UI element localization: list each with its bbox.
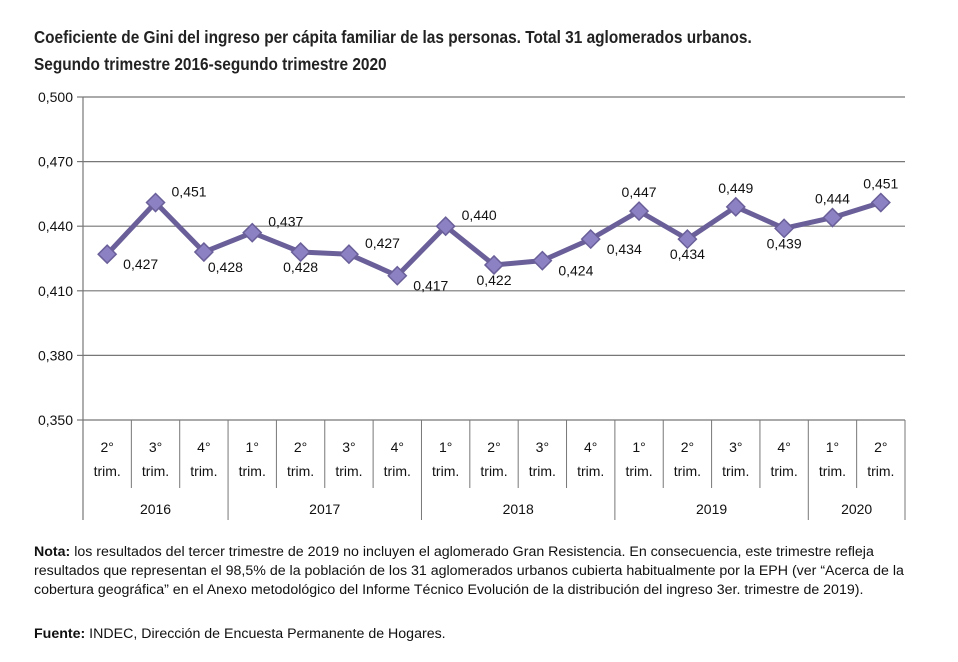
x-tick-trim: trim. [625,463,652,479]
y-tick-label: 0,350 [38,412,73,428]
x-tick-trim: trim. [819,463,846,479]
y-tick-label: 0,500 [38,89,73,105]
x-tick-trim: trim. [722,463,749,479]
data-label: 0,434 [607,241,642,257]
x-year-label: 2017 [309,501,340,517]
data-label: 0,444 [815,191,850,207]
data-label: 0,422 [476,272,511,288]
x-tick-quarter: 3° [342,439,355,455]
title-line-1: Coeficiente de Gini del ingreso per cápi… [34,27,752,47]
data-point [483,254,505,276]
data-label: 0,434 [670,246,705,262]
x-tick-quarter: 2° [681,439,694,455]
y-tick-label: 0,410 [38,283,73,299]
data-point [532,250,553,271]
x-tick-trim: trim. [287,463,314,479]
x-tick-trim: trim. [674,463,701,479]
x-tick-quarter: 4° [777,439,790,455]
data-point [387,265,408,286]
data-label: 0,449 [718,180,753,196]
note-text: los resultados del tercer trimestre de 2… [34,544,904,598]
x-tick-quarter: 4° [391,439,404,455]
chart-title: Coeficiente de Gini del ingreso per cápi… [34,24,752,78]
data-point [725,196,746,217]
x-tick-quarter: 4° [584,439,597,455]
y-tick-label: 0,470 [38,154,73,170]
x-tick-quarter: 1° [826,439,839,455]
x-tick-trim: trim. [239,463,266,479]
data-label: 0,427 [365,235,400,251]
x-tick-quarter: 2° [487,439,500,455]
x-tick-trim: trim. [529,463,556,479]
x-tick-trim: trim. [142,463,169,479]
note-label: Nota: [34,544,71,560]
note: Nota: los resultados del tercer trimestr… [34,543,914,600]
data-label: 0,428 [283,259,318,275]
data-label: 0,424 [558,263,593,279]
x-tick-quarter: 1° [246,439,259,455]
x-tick-quarter: 3° [729,439,742,455]
x-tick-trim: trim. [577,463,604,479]
x-tick-quarter: 3° [536,439,549,455]
data-point [628,201,650,222]
data-point [290,241,311,263]
y-tick-label: 0,440 [38,218,73,234]
source-label: Fuente: [34,626,86,642]
data-point [97,244,118,265]
data-point [677,229,698,250]
data-point [580,229,601,250]
source-text: INDEC, Dirección de Encuesta Permanente … [85,626,446,642]
x-year-label: 2019 [696,501,727,517]
x-tick-quarter: 2° [294,439,307,455]
x-tick-trim: trim. [867,463,894,479]
x-tick-trim: trim. [384,463,411,479]
data-point [338,244,360,265]
x-year-label: 2020 [841,501,872,517]
data-label: 0,417 [413,278,448,294]
x-tick-trim: trim. [335,463,362,479]
x-year-label: 2018 [503,501,534,517]
data-point [193,241,214,263]
x-tick-trim: trim. [771,463,798,479]
data-point [822,207,843,228]
title-line-2: Segundo trimestre 2016-segundo trimestre… [34,54,387,74]
x-tick-trim: trim. [432,463,459,479]
x-tick-quarter: 2° [100,439,113,455]
data-point [435,216,456,237]
gini-line-chart: 0,500 0,470 0,440 0,410 0,380 0,350 2° trim. 3° t… [38,89,906,520]
x-tick-quarter: 1° [632,439,645,455]
x-tick-quarter: 1° [439,439,452,455]
data-label: 0,440 [462,207,497,223]
data-label: 0,437 [268,214,303,230]
x-year-label: 2016 [140,501,171,517]
data-point [870,192,891,213]
source: Fuente: INDEC, Dirección de Encuesta Per… [34,626,446,642]
x-tick-quarter: 4° [197,439,210,455]
data-label: 0,439 [767,235,802,251]
data-point [145,192,166,213]
x-tick-trim: trim. [94,463,121,479]
data-point [774,218,795,239]
x-tick-trim: trim. [480,463,507,479]
data-label: 0,451 [863,176,898,192]
data-point [242,222,263,243]
data-label: 0,451 [172,184,207,200]
x-tick-quarter: 3° [149,439,162,455]
x-tick-trim: trim. [190,463,217,479]
x-tick-quarter: 2° [874,439,887,455]
data-label: 0,427 [123,256,158,272]
data-label: 0,447 [622,184,657,200]
data-label: 0,428 [208,259,243,275]
y-tick-label: 0,380 [38,347,73,363]
